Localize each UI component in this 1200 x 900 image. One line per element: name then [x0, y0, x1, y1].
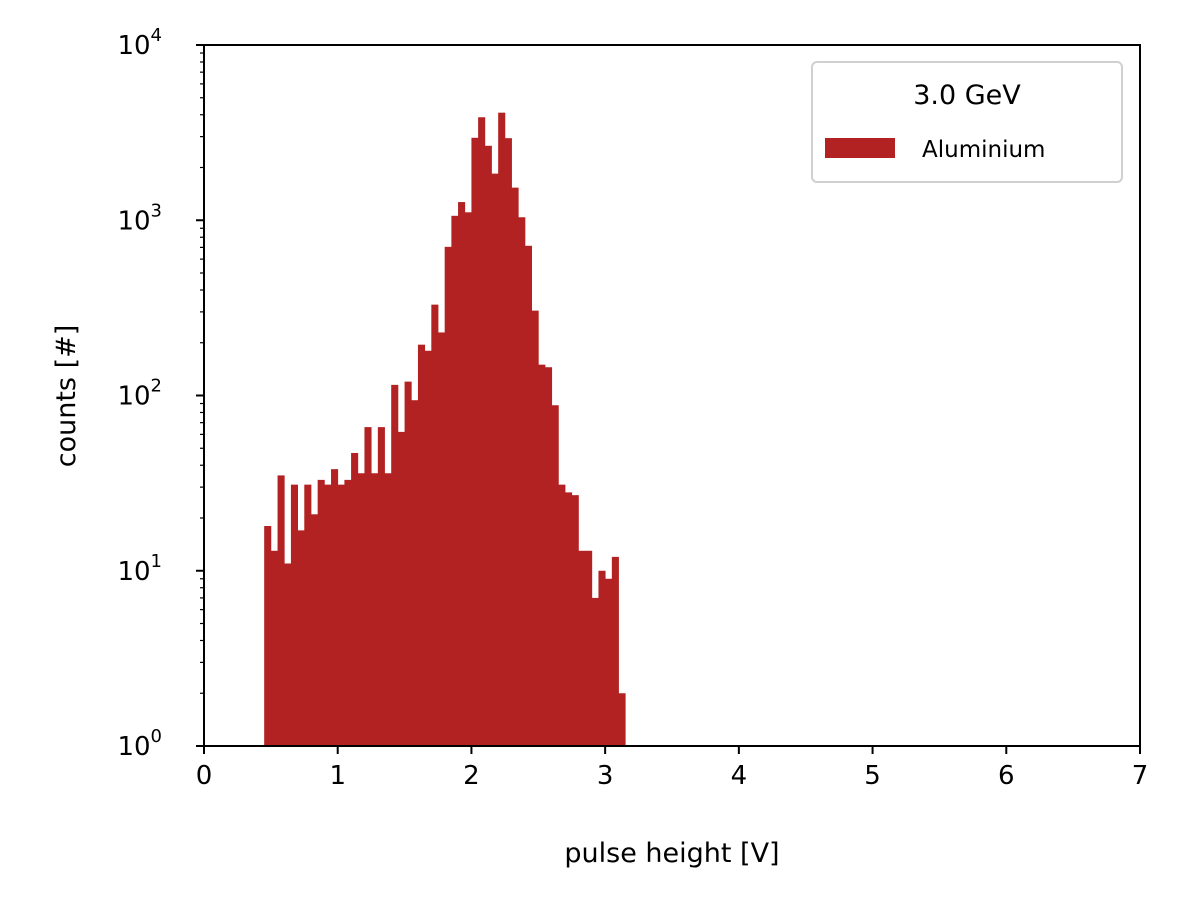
legend-title: 3.0 GeV	[913, 80, 1021, 111]
histogram-bar	[618, 693, 626, 746]
histogram-bar	[478, 117, 486, 746]
histogram-bar	[531, 310, 539, 746]
histogram-bar	[357, 473, 365, 746]
histogram-bar	[438, 332, 446, 746]
histogram-bar	[397, 431, 405, 746]
histogram-bar	[444, 246, 452, 746]
y-tick-label: 102	[117, 376, 162, 412]
y-tick-label: 101	[117, 551, 162, 587]
histogram-bar	[431, 304, 439, 746]
histogram-bar	[524, 245, 532, 746]
x-tick-label: 7	[1132, 761, 1149, 791]
y-tick-label: 103	[117, 200, 162, 236]
histogram-bar	[290, 484, 298, 746]
y-axis-ticks: 100 101 102 103 104	[117, 25, 204, 762]
histogram-bar	[404, 381, 412, 746]
histogram-bar	[424, 350, 432, 746]
histogram-bar	[351, 452, 359, 746]
x-tick-label: 1	[329, 761, 346, 791]
histogram-bar	[270, 550, 278, 746]
histogram-bar	[578, 550, 586, 746]
histogram-bar	[284, 563, 292, 746]
x-tick-label: 0	[196, 761, 213, 791]
histogram-bar	[391, 384, 399, 746]
histogram-bar	[605, 578, 613, 746]
x-tick-label: 5	[864, 761, 881, 791]
histogram-bar	[277, 475, 285, 746]
histogram-bar	[598, 570, 606, 746]
histogram-bar	[377, 427, 385, 746]
x-axis-ticks: 0 1 2 3 4 5 6 7	[196, 746, 1149, 791]
histogram-bar	[551, 405, 559, 746]
histogram-bar	[310, 514, 319, 746]
histogram-bar	[297, 530, 305, 746]
histogram-bar	[565, 492, 573, 746]
histogram-bar	[544, 367, 553, 746]
histogram-bar	[264, 526, 272, 746]
histogram-bar	[585, 550, 593, 746]
legend: 3.0 GeV Aluminium	[811, 61, 1123, 183]
histogram-bar	[464, 212, 472, 747]
histogram-bar	[558, 484, 566, 746]
histogram-bar	[337, 484, 345, 746]
histogram-bar	[491, 173, 499, 746]
histogram-bar	[371, 473, 379, 746]
histogram-bar	[331, 469, 339, 746]
histogram-bar	[324, 484, 332, 746]
histogram-bar	[511, 187, 519, 746]
histogram-bar	[451, 215, 459, 747]
histogram-bars	[264, 112, 626, 747]
histogram-bar	[317, 479, 325, 746]
histogram-bar	[498, 112, 506, 747]
x-tick-label: 2	[463, 761, 480, 791]
x-axis-label: pulse height [V]	[564, 838, 779, 869]
y-tick-label: 104	[117, 25, 162, 61]
histogram-bar	[471, 137, 479, 747]
histogram-bar	[611, 556, 619, 746]
histogram-bar	[518, 217, 526, 747]
histogram-bar	[411, 400, 419, 746]
histogram-bar	[458, 202, 466, 746]
histogram-bar	[364, 427, 372, 746]
histogram-bar	[417, 344, 426, 746]
histogram-bar	[344, 479, 352, 746]
legend-label-aluminium: Aluminium	[922, 137, 1045, 163]
legend-swatch-aluminium	[825, 138, 895, 158]
histogram-bar	[571, 495, 579, 746]
x-tick-label: 3	[597, 761, 614, 791]
histogram-bar	[538, 364, 546, 746]
x-tick-label: 4	[731, 761, 748, 791]
histogram-bar	[504, 138, 512, 747]
x-tick-label: 6	[998, 761, 1015, 791]
histogram-bar	[384, 473, 392, 746]
y-tick-label: 100	[117, 726, 162, 762]
plot-frame	[203, 44, 1141, 747]
y-axis-label: counts [#]	[51, 325, 82, 468]
histogram-bar	[591, 597, 599, 746]
histogram-bar	[304, 484, 312, 746]
histogram-bar	[484, 145, 492, 746]
